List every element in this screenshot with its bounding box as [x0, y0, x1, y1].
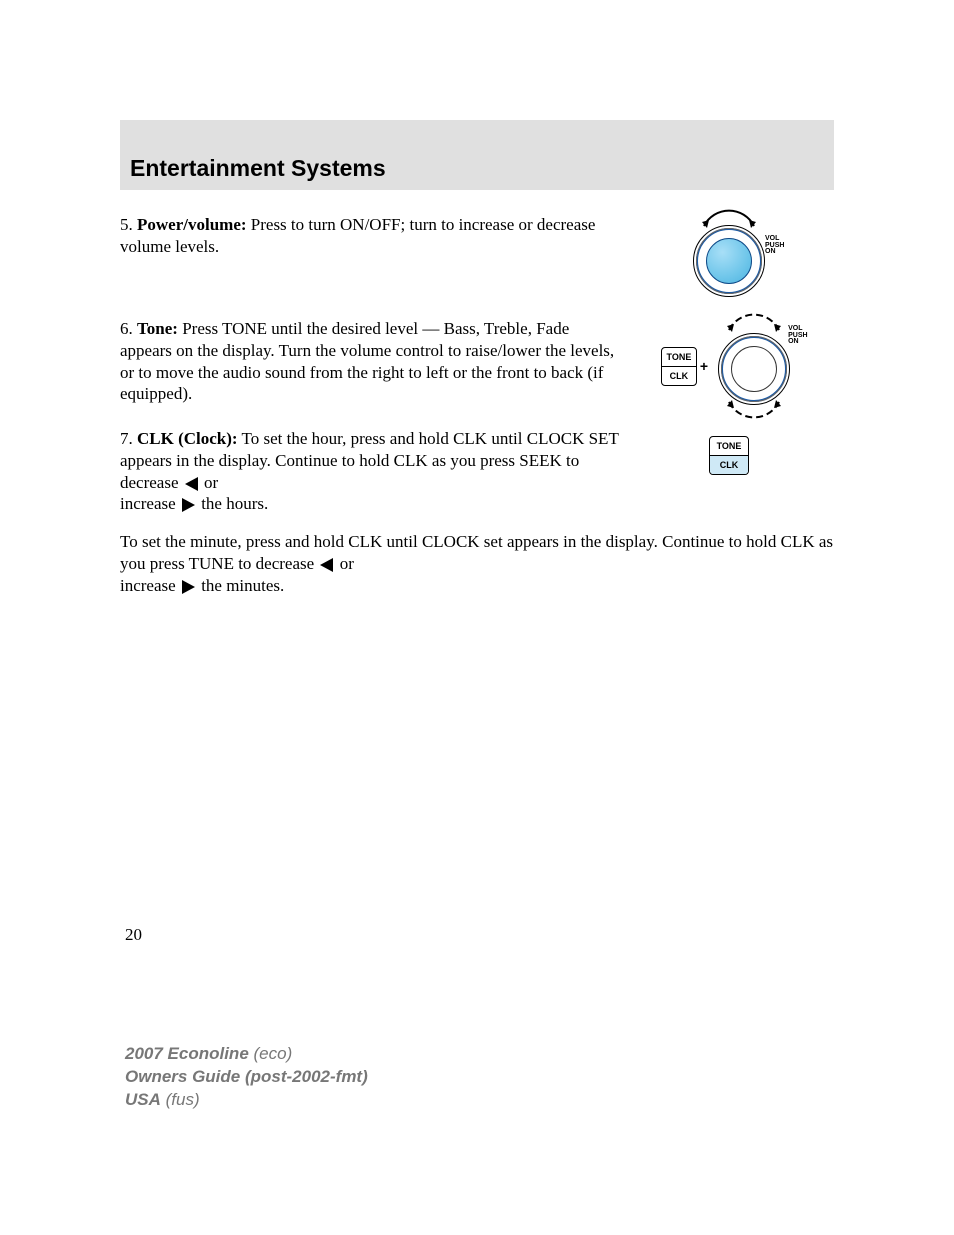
footer-line-1: 2007 Econoline (eco)	[125, 1043, 368, 1066]
tune-right-triangle-icon	[182, 580, 195, 594]
knob-label: VOL PUSH ON	[765, 236, 784, 256]
section-header-bar: Entertainment Systems	[120, 120, 834, 190]
item-5-label: Power/volume:	[137, 215, 247, 234]
tone-volume-knob-icon: VOL PUSH ON	[711, 318, 797, 414]
item-5-figure: VOL PUSH ON	[624, 214, 834, 304]
footer-line-2: Owners Guide (post-2002-fmt)	[125, 1066, 368, 1089]
item-7-body-c: the hours.	[201, 494, 268, 513]
minute-or: or	[340, 554, 354, 573]
tone-knob-group-icon: TONE CLK + VOL PUSH ON	[661, 318, 797, 414]
knob-label: VOL PUSH ON	[788, 326, 807, 346]
knob-top-arc-icon	[723, 314, 785, 334]
seek-right-triangle-icon	[182, 498, 195, 512]
tone-clk-button-stack: TONE CLK	[661, 347, 697, 386]
item-5-text: 5. Power/volume: Press to turn ON/OFF; t…	[120, 214, 624, 258]
item-5-num: 5.	[120, 215, 133, 234]
item-7-figure: TONE CLK	[624, 428, 834, 475]
item-6-body: Press TONE until the desired level — Bas…	[120, 319, 614, 403]
footer-line-3: USA (fus)	[125, 1089, 368, 1112]
page: Entertainment Systems 5. Power/volume: P…	[0, 0, 954, 1235]
footer: 2007 Econoline (eco) Owners Guide (post-…	[125, 1043, 368, 1112]
item-6-num: 6.	[120, 319, 133, 338]
tone-clk-button-stack: TONE CLK	[709, 436, 749, 475]
item-6-row: 6. Tone: Press TONE until the desired le…	[120, 318, 834, 414]
volume-knob-icon: VOL PUSH ON	[679, 214, 779, 304]
item-7-text: 7. CLK (Clock): To set the hour, press a…	[120, 428, 624, 515]
seek-left-triangle-icon	[185, 477, 198, 491]
minute-c: the minutes.	[201, 576, 284, 595]
tone-button-label: TONE	[710, 437, 748, 455]
section-title: Entertainment Systems	[130, 155, 386, 182]
plus-icon: +	[700, 358, 708, 374]
item-7-num: 7.	[120, 429, 133, 448]
page-number: 20	[125, 925, 142, 945]
item-7-row: 7. CLK (Clock): To set the hour, press a…	[120, 428, 834, 515]
item-5-row: 5. Power/volume: Press to turn ON/OFF; t…	[120, 214, 834, 304]
item-7-or: or	[204, 473, 218, 492]
item-6-figure: TONE CLK + VOL PUSH ON	[624, 318, 834, 414]
knob-bottom-arc-icon	[723, 398, 785, 418]
tone-button-label: TONE	[662, 348, 696, 366]
tune-left-triangle-icon	[320, 558, 333, 572]
item-6-label: Tone:	[137, 319, 178, 338]
minute-a: To set the minute, press and hold CLK un…	[120, 532, 833, 573]
item-7-body-b: increase	[120, 494, 176, 513]
clk-button-label: CLK	[662, 366, 696, 385]
item-6-text: 6. Tone: Press TONE until the desired le…	[120, 318, 624, 405]
minute-b: increase	[120, 576, 176, 595]
minute-paragraph: To set the minute, press and hold CLK un…	[120, 531, 834, 596]
clk-button-label: CLK	[710, 455, 748, 474]
item-7-label: CLK (Clock):	[137, 429, 238, 448]
